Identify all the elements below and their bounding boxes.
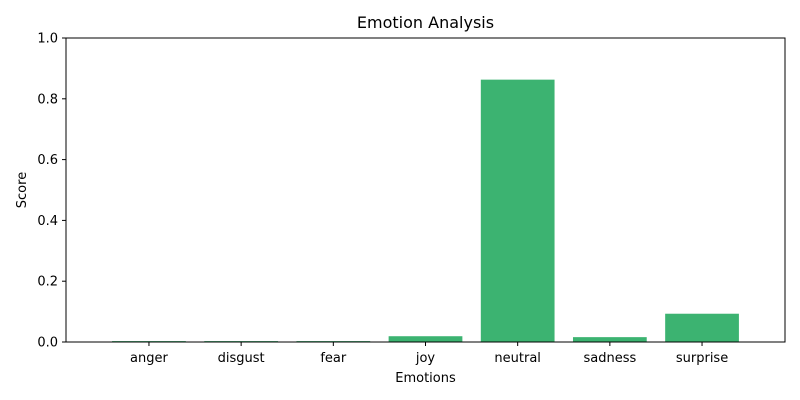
x-axis-ticks: anger disgust fear joy neutral sadness surpris… bbox=[130, 342, 728, 366]
y-tick-label-1: 0.2 bbox=[37, 275, 58, 290]
chart-title: Emotion Analysis bbox=[357, 13, 494, 32]
x-axis-label: Emotions bbox=[395, 371, 456, 386]
y-tick-label-3: 0.6 bbox=[37, 153, 58, 168]
x-tick-label-neutral: neutral bbox=[494, 351, 541, 366]
x-tick-label-sadness: sadness bbox=[583, 351, 636, 366]
bars-group bbox=[112, 79, 739, 343]
x-tick-label-surprise: surprise bbox=[676, 351, 728, 366]
x-tick-label-anger: anger bbox=[130, 351, 168, 366]
x-tick-label-fear: fear bbox=[320, 351, 347, 366]
y-tick-label-2: 0.4 bbox=[37, 214, 58, 229]
x-tick-label-disgust: disgust bbox=[218, 351, 265, 366]
y-axis-label: Score bbox=[15, 172, 30, 208]
y-tick-label-4: 0.8 bbox=[37, 92, 58, 107]
y-axis-ticks: 0.0 0.2 0.4 0.6 0.8 1.0 bbox=[37, 32, 66, 351]
x-tick-label-joy: joy bbox=[415, 351, 436, 366]
bar-joy bbox=[388, 336, 463, 342]
bar-neutral bbox=[480, 79, 555, 343]
y-tick-label-0: 0.0 bbox=[37, 336, 58, 351]
bar-sadness bbox=[572, 337, 647, 342]
y-tick-label-5: 1.0 bbox=[37, 32, 58, 47]
bar-surprise bbox=[665, 313, 739, 342]
